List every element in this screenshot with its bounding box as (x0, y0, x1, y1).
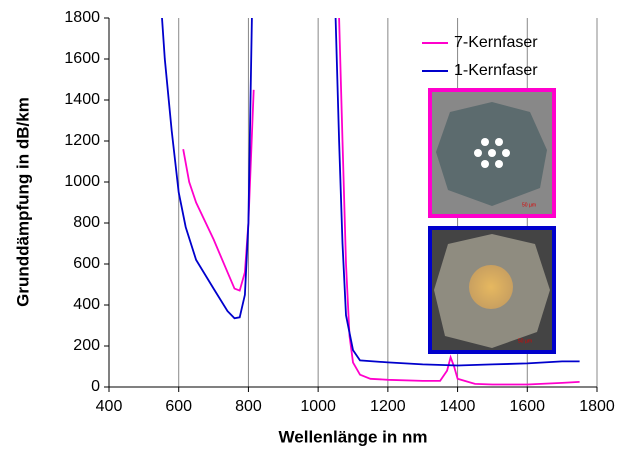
y-axis-title: Grunddämpfung in dB/km (13, 97, 32, 307)
x-axis-title: Wellenlänge in nm (279, 427, 428, 446)
y-tick-label: 1400 (64, 91, 100, 108)
inset-7-kernfaser (430, 90, 554, 216)
y-tick-label: 400 (73, 296, 100, 313)
chart: Wellenlänge in nm Grunddämpfung in dB/km… (0, 0, 629, 454)
x-tick-label: 400 (96, 398, 123, 415)
x-tick-label: 1000 (300, 398, 336, 415)
y-tick-label: 1000 (64, 173, 100, 190)
x-tick-label: 1400 (440, 398, 476, 415)
x-tick-label: 1800 (579, 398, 615, 415)
legend-label: 1-Kernfaser (454, 62, 538, 79)
x-tick-label: 1600 (509, 398, 545, 415)
x-tick-label: 600 (165, 398, 192, 415)
inset-1-kernfaser (430, 228, 554, 352)
y-tick-label: 0 (91, 378, 100, 395)
y-tick-label: 800 (73, 214, 100, 231)
y-tick-label: 200 (73, 337, 100, 354)
legend-label: 7-Kernfaser (454, 34, 538, 51)
x-tick-label: 1200 (370, 398, 406, 415)
x-tick-label: 800 (235, 398, 262, 415)
y-tick-label: 1200 (64, 132, 100, 149)
y-tick-label: 600 (73, 255, 100, 272)
y-tick-label: 1800 (64, 9, 100, 26)
scale-label: 50 µm (522, 202, 536, 208)
y-tick-label: 1600 (64, 50, 100, 67)
scale-label: 50 µm (518, 338, 532, 344)
